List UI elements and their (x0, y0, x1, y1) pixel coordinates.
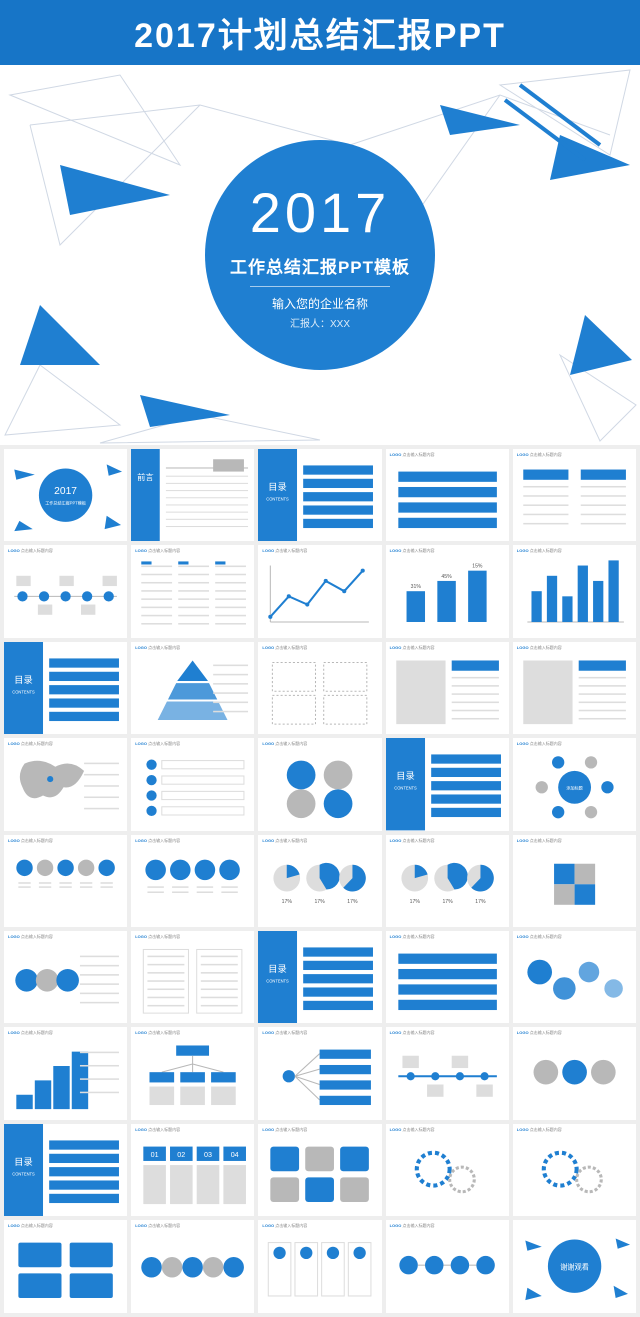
svg-text:17%: 17% (409, 898, 420, 904)
slide-thumbnail[interactable]: LOGO 点击输入标题内容 (386, 1124, 509, 1216)
slide-thumbnail[interactable]: LOGO 点击输入标题内容 (386, 642, 509, 734)
svg-text:17%: 17% (348, 898, 359, 904)
svg-text:CONTENTS: CONTENTS (267, 978, 290, 983)
slide-thumbnail[interactable]: 前言 (131, 449, 254, 541)
slide-thumbnail[interactable]: LOGO 点击输入标题内容 (4, 545, 127, 637)
slide-thumbnail[interactable]: LOGO 点击输入标题内容添加标题 (513, 738, 636, 830)
svg-text:前言: 前言 (137, 472, 153, 482)
page-title-band: 2017计划总结汇报PPT (0, 0, 640, 65)
svg-text:CONTENTS: CONTENTS (12, 1171, 35, 1176)
svg-text:31%: 31% (410, 585, 421, 591)
slide-thumbnail[interactable]: 目录 CONTENTS (4, 1124, 127, 1216)
slide-thumbnail[interactable]: LOGO 点击输入标题内容01020304 (131, 1124, 254, 1216)
cover-circle: 2017 工作总结汇报PPT模板 输入您的企业名称 汇报人：XXX (205, 140, 435, 370)
slide-thumbnail[interactable]: LOGO 点击输入标题内容 (386, 449, 509, 541)
slide-thumbnail[interactable]: LOGO 点击输入标题内容 (513, 835, 636, 927)
cover-subtitle2: 输入您的企业名称 (272, 295, 368, 312)
svg-text:目录: 目录 (269, 964, 287, 974)
slide-thumbnail[interactable]: LOGO 点击输入标题内容 (131, 931, 254, 1023)
slide-thumbnail[interactable]: LOGO 点击输入标题内容 (513, 642, 636, 734)
slide-thumbnail[interactable]: LOGO 点击输入标题内容 (131, 738, 254, 830)
slide-thumbnail[interactable]: LOGO 点击输入标题内容17%17%17% (386, 835, 509, 927)
cover-divider (250, 286, 390, 287)
svg-text:目录: 目录 (14, 675, 32, 685)
slide-thumbnail[interactable]: 谢谢观看 (513, 1220, 636, 1312)
svg-text:目录: 目录 (269, 482, 287, 492)
svg-text:17%: 17% (315, 898, 326, 904)
svg-text:17%: 17% (282, 898, 293, 904)
svg-text:02: 02 (178, 1151, 186, 1159)
svg-text:目录: 目录 (396, 771, 414, 781)
slide-thumbnail[interactable]: LOGO 点击输入标题内容 (258, 1220, 381, 1312)
slide-thumbnail[interactable]: LOGO 点击输入标题内容 (4, 931, 127, 1023)
slide-thumbnail[interactable]: LOGO 点击输入标题内容 (258, 642, 381, 734)
svg-text:17%: 17% (442, 898, 453, 904)
slide-thumbnail[interactable]: LOGO 点击输入标题内容 (386, 931, 509, 1023)
svg-text:04: 04 (231, 1151, 239, 1159)
svg-text:CONTENTS: CONTENTS (267, 496, 290, 501)
slide-thumbnail[interactable]: LOGO 点击输入标题内容 (513, 449, 636, 541)
slide-thumbnail[interactable]: LOGO 点击输入标题内容17%17%17% (258, 835, 381, 927)
slide-thumbnail[interactable]: 2017 工作总结汇报PPT模板 (4, 449, 127, 541)
slide-thumbnail[interactable]: LOGO 点击输入标题内容 (513, 1124, 636, 1216)
slide-thumbnail[interactable]: LOGO 点击输入标题内容31%45%15% (386, 545, 509, 637)
slide-thumbnail[interactable]: LOGO 点击输入标题内容 (131, 835, 254, 927)
svg-text:2017: 2017 (54, 486, 77, 497)
svg-text:01: 01 (151, 1151, 159, 1159)
svg-text:17%: 17% (475, 898, 486, 904)
thumbnail-grid: 2017 工作总结汇报PPT模板 前言目录 CONTENTS LOGO 点击输入标题内容… (0, 445, 640, 1317)
slide-thumbnail[interactable]: LOGO 点击输入标题内容 (4, 835, 127, 927)
slide-thumbnail[interactable]: LOGO 点击输入标题内容 (258, 545, 381, 637)
slide-thumbnail[interactable]: LOGO 点击输入标题内容 (513, 545, 636, 637)
svg-text:谢谢观看: 谢谢观看 (560, 1262, 589, 1271)
slide-thumbnail[interactable]: LOGO 点击输入标题内容 (131, 1220, 254, 1312)
svg-text:CONTENTS: CONTENTS (394, 786, 417, 791)
svg-text:15%: 15% (472, 564, 483, 570)
slide-thumbnail[interactable]: LOGO 点击输入标题内容 (513, 1027, 636, 1119)
slide-thumbnail[interactable]: LOGO 点击输入标题内容 (258, 1124, 381, 1216)
slide-thumbnail[interactable]: LOGO 点击输入标题内容 (4, 1220, 127, 1312)
slide-thumbnail[interactable]: LOGO 点击输入标题内容 (4, 1027, 127, 1119)
slide-thumbnail[interactable]: 目录 CONTENTS (258, 449, 381, 541)
slide-thumbnail[interactable]: LOGO 点击输入标题内容 (386, 1220, 509, 1312)
slide-thumbnail[interactable]: LOGO 点击输入标题内容 (131, 642, 254, 734)
slide-thumbnail[interactable]: LOGO 点击输入标题内容 (131, 545, 254, 637)
svg-text:工作总结汇报PPT模板: 工作总结汇报PPT模板 (45, 499, 86, 505)
slide-thumbnail[interactable]: LOGO 点击输入标题内容 (513, 931, 636, 1023)
slide-thumbnail[interactable]: 目录 CONTENTS (4, 642, 127, 734)
slide-thumbnail[interactable]: LOGO 点击输入标题内容 (258, 738, 381, 830)
svg-text:目录: 目录 (14, 1157, 32, 1167)
page-title: 2017计划总结汇报PPT (134, 17, 506, 55)
svg-text:45%: 45% (441, 574, 452, 580)
cover-year: 2017 (250, 180, 391, 245)
slide-thumbnail[interactable]: LOGO 点击输入标题内容 (4, 738, 127, 830)
cover-slide: 2017 工作总结汇报PPT模板 输入您的企业名称 汇报人：XXX (0, 65, 640, 445)
slide-thumbnail[interactable]: 目录 CONTENTS (386, 738, 509, 830)
cover-subtitle3: 汇报人：XXX (290, 315, 350, 330)
svg-text:03: 03 (204, 1151, 212, 1159)
cover-subtitle1: 工作总结汇报PPT模板 (230, 253, 410, 278)
slide-thumbnail[interactable]: 目录 CONTENTS (258, 931, 381, 1023)
slide-thumbnail[interactable]: LOGO 点击输入标题内容 (386, 1027, 509, 1119)
svg-text:CONTENTS: CONTENTS (12, 689, 35, 694)
svg-text:添加标题: 添加标题 (566, 785, 582, 791)
slide-thumbnail[interactable]: LOGO 点击输入标题内容 (258, 1027, 381, 1119)
slide-thumbnail[interactable]: LOGO 点击输入标题内容 (131, 1027, 254, 1119)
